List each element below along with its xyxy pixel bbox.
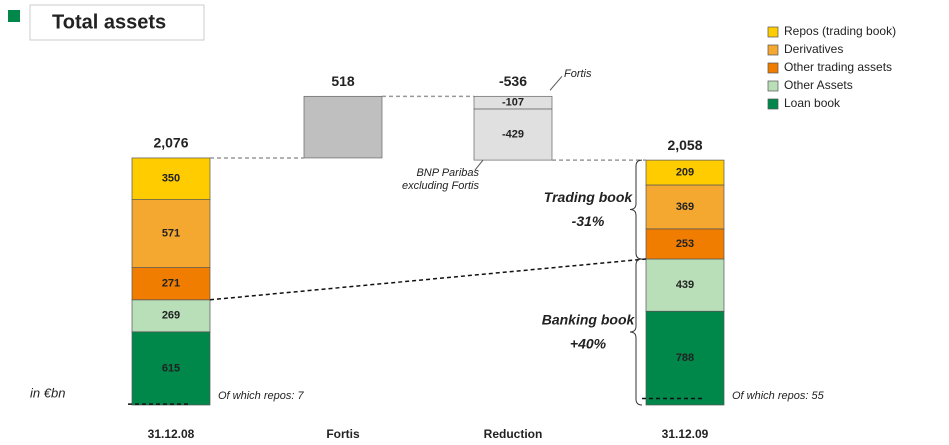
x-tick-label: Reduction [484,427,543,441]
legend-swatch [767,62,779,74]
segment-label: 571 [162,227,180,239]
bridge-bar [473,108,553,161]
segment-label: 269 [162,310,180,322]
legend-swatch [767,44,779,56]
total-label: -536 [499,73,527,89]
segment-label: -107 [502,97,524,109]
repo-note: Of which repos: 55 [732,390,825,402]
bar-segment [131,199,211,268]
bar-segment [131,331,211,406]
legend-swatch [767,80,779,92]
chart-title: Total assets [52,11,166,33]
legend-label: Derivatives [784,42,843,56]
total-label: 2,076 [153,135,188,151]
x-tick-label: 31.12.09 [662,427,709,441]
bar-segment [131,267,211,301]
segment-label: 253 [676,238,694,250]
segment-label: 615 [162,362,180,374]
segment-label: 439 [676,279,694,291]
bar-segment [645,159,725,186]
total-label: 518 [331,73,355,89]
bar-segment [131,157,211,200]
bar-segment [645,184,725,230]
legend-label: Loan book [784,96,841,110]
segment-label: 350 [162,173,180,185]
segment-label: 369 [676,201,694,213]
legend-label: Other trading assets [784,60,892,74]
total-label: 2,058 [667,137,702,153]
banking-link [209,258,647,301]
bar-segment [645,258,725,312]
brace-label: -31% [572,213,605,229]
unit-label: in €bn [30,385,65,400]
legend-swatch [767,26,779,38]
segment-label: 788 [676,352,694,364]
annotation-line [474,159,484,171]
annotation-line [549,75,563,91]
bar-segment [645,228,725,260]
annotation: excluding Fortis [402,180,480,192]
repo-note: Of which repos: 7 [218,390,304,402]
brace [629,258,643,406]
legend-swatch [767,98,779,110]
segment-label: 209 [676,166,694,178]
annotation: BNP Paribas [416,167,479,179]
x-tick-label: Fortis [326,427,360,441]
brace-label: +40% [570,336,607,352]
brace [629,159,643,260]
bar-segment [645,310,725,406]
bridge-bar [303,95,383,159]
brace-label: Trading book [544,189,634,205]
legend-label: Repos (trading book) [784,24,896,38]
x-tick-label: 31.12.08 [148,427,195,441]
title-icon [8,10,20,22]
legend-label: Other Assets [784,78,853,92]
segment-label: 271 [162,278,180,290]
title-box [29,4,205,41]
annotation: Fortis [564,68,592,80]
segment-label: -429 [502,128,524,140]
brace-label: Banking book [542,312,636,328]
